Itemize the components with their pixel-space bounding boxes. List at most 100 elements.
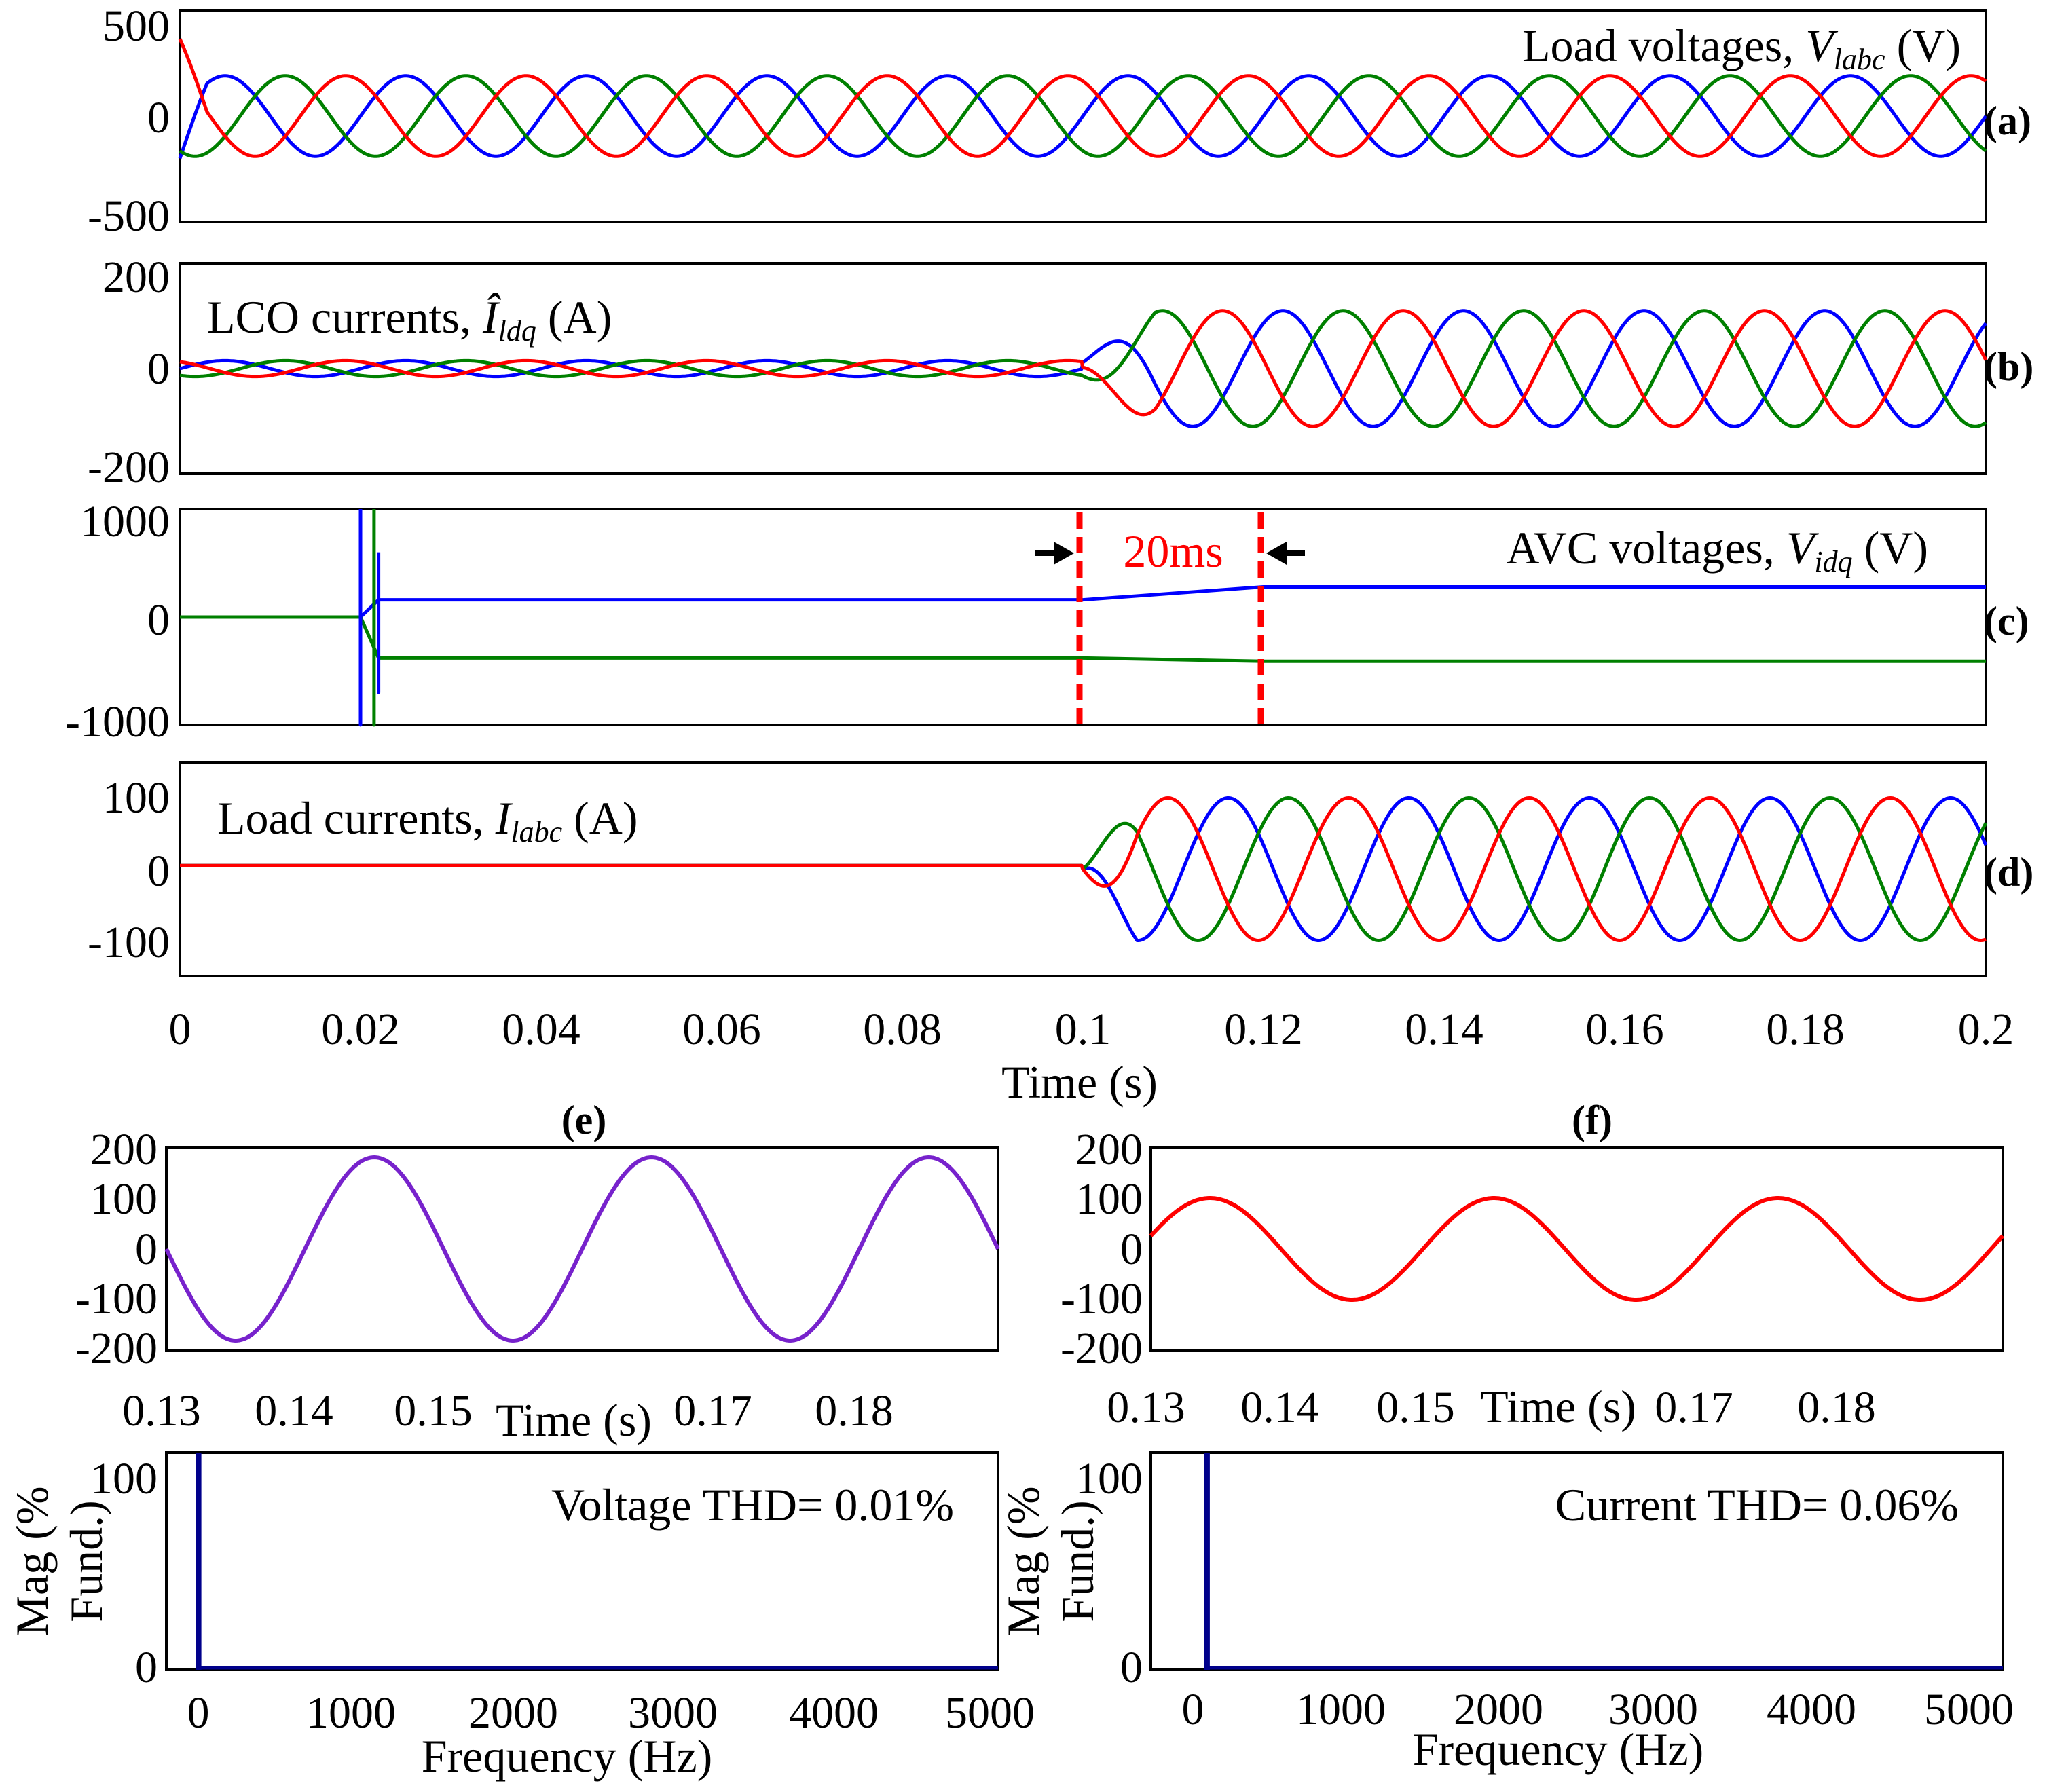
spectrum-voltage-ylabel: Mag (%: [6, 1487, 58, 1637]
panel-e-ytick: 100: [90, 1174, 158, 1224]
panel-a-tag: (a): [1984, 98, 2031, 143]
panel-spectrum-current: 100 0 Mag (% Fund.) Current THD= 0.06% 0…: [997, 1451, 2014, 1775]
spectrum-bar-fundamental: [196, 1453, 202, 1670]
panel-c-ytick: 0: [147, 595, 170, 645]
spectrum-current-xtick: 5000: [1924, 1685, 2014, 1734]
panel-f-ytick: 100: [1075, 1174, 1143, 1224]
panel-f-xtick: 0.14: [1240, 1383, 1319, 1432]
panel-e-title: (e): [561, 1098, 607, 1142]
spectrum-voltage-xtick: 2000: [468, 1688, 558, 1738]
lco-current-phase-c-line: [179, 309, 1988, 428]
spectrum-current-ylabel: Mag (%: [997, 1487, 1049, 1637]
spectrum-voltage-xtick: 0: [187, 1688, 210, 1738]
main-xtick: 0.12: [1224, 1005, 1303, 1054]
panel-d: 100 0 -100 Load currents, Ilabc (A) (d): [88, 761, 2033, 977]
spectrum-voltage-plot: [196, 1453, 998, 1670]
panel-e-ytick: 0: [135, 1225, 158, 1274]
spectrum-current-frame: [1149, 1451, 2004, 1671]
panel-b-plot: [179, 309, 1988, 428]
panel-e-xtick: 0.18: [815, 1386, 893, 1436]
avc-voltage-d-line: [180, 585, 1986, 619]
spectrum-current-plot: [1204, 1453, 2003, 1670]
spectrum-voltage-xlabel: Frequency (Hz): [422, 1730, 713, 1782]
panel-b: 200 0 -200 LCO currents, Îldq (A) (b): [88, 253, 2033, 492]
spectrum-current-xtick: 4000: [1767, 1685, 1856, 1734]
voltage-phase-c-line: [178, 38, 1987, 158]
panel-f-ytick: 0: [1120, 1225, 1143, 1274]
panel-a-ytick: 500: [103, 1, 170, 51]
panel-f-xlabel: Time (s): [1480, 1381, 1636, 1432]
avc-voltage-q-line: [180, 615, 1986, 663]
spectrum-voltage-xtick: 5000: [945, 1688, 1035, 1738]
main-xtick: 0.16: [1585, 1005, 1664, 1054]
spectrum-current-xtick: 0: [1182, 1685, 1204, 1734]
main-xtick: 0.02: [321, 1005, 400, 1054]
panel-f-xtick: 0.17: [1655, 1383, 1733, 1432]
panel-d-tag: (d): [1984, 850, 2033, 895]
lco-current-phase-b-line: [179, 309, 1987, 428]
panel-spectrum-voltage: 100 0 Mag (% Fund.) Voltage THD= 0.01% 0…: [6, 1451, 1035, 1782]
load-current-phase-c-line: [179, 796, 1987, 942]
panel-d-frame: [179, 761, 1987, 977]
panel-e-plot: [164, 1155, 1000, 1343]
panel-b-ytick: -200: [88, 443, 170, 492]
panel-f-xtick: 0.15: [1376, 1383, 1455, 1432]
panel-f-title: (f): [1572, 1098, 1612, 1142]
spectrum-voltage-frame: [165, 1451, 999, 1671]
main-xtick: 0.2: [1958, 1005, 2014, 1054]
panel-f-xtick: 0.18: [1797, 1383, 1876, 1432]
spectrum-voltage-xtick: 3000: [628, 1688, 718, 1738]
panel-e-ytick: -200: [75, 1324, 158, 1373]
spectrum-current-xtick: 1000: [1296, 1685, 1386, 1734]
panel-c-ytick: -1000: [65, 697, 170, 747]
panel-c-ytick: 1000: [80, 497, 170, 546]
panel-c: 1000 0 -1000 AVC voltages, Vidq (V) (c) …: [65, 497, 2029, 747]
panel-e-xlabel: Time (s): [496, 1394, 652, 1446]
main-xlabel: Time (s): [1001, 1056, 1158, 1108]
spectrum-voltage-ylabel: Fund.): [60, 1500, 112, 1622]
panel-e-ytick: 200: [90, 1125, 158, 1174]
main-xtick: 0.14: [1405, 1005, 1483, 1054]
panel-a: 500 0 -500 Load voltages, Vlabc (V) (a): [88, 1, 2031, 241]
voltage-waveform-line: [164, 1155, 1000, 1343]
panel-e-ytick: -100: [75, 1274, 158, 1324]
panel-a-ytick: 0: [147, 93, 170, 143]
main-xtick: 0.1: [1055, 1005, 1111, 1054]
panel-a-ytick: -500: [88, 191, 170, 241]
spectrum-current-xtick: 3000: [1608, 1685, 1698, 1734]
panel-c-tag: (c): [1984, 599, 2029, 643]
panel-f-ytick: -100: [1061, 1274, 1143, 1324]
voltage-phase-a-line: [178, 74, 1988, 160]
arrow-right-icon: [1035, 542, 1074, 565]
spectrum-current-ytick: 0: [1120, 1643, 1143, 1692]
spectrum-voltage-xtick: 1000: [306, 1688, 396, 1738]
main-xtick: 0.06: [682, 1005, 761, 1054]
panel-b-tag: (b): [1984, 344, 2033, 389]
panel-a-plot: [178, 38, 1988, 160]
main-xtick: 0.08: [863, 1005, 942, 1054]
panel-f: (f) 200 100 0 -100 -200 0.13 0.14 0.15 0…: [1061, 1098, 2005, 1432]
spectrum-current-xtick: 2000: [1454, 1685, 1543, 1734]
spectrum-voltage-thd: Voltage THD= 0.01%: [551, 1479, 954, 1531]
main-xtick: 0.04: [502, 1005, 580, 1054]
arrow-left-icon: [1266, 542, 1305, 565]
panel-d-ytick: 0: [147, 846, 170, 896]
panel-e-xtick: 0.14: [255, 1386, 333, 1436]
voltage-phase-b-line: [179, 74, 1987, 158]
main-xtick: 0.18: [1766, 1005, 1845, 1054]
panel-e: (e) 200 100 0 -100 -200 0.13 0.14 0.15 0…: [75, 1098, 1000, 1446]
marker-label: 20ms: [1123, 525, 1223, 577]
spectrum-voltage-xtick: 4000: [789, 1688, 879, 1738]
main-time-axis: 0 0.02 0.04 0.06 0.08 0.1 0.12 0.14 0.16…: [169, 1005, 2014, 1108]
panel-f-ytick: 200: [1075, 1125, 1143, 1174]
panel-f-ytick: -200: [1061, 1324, 1143, 1373]
spectrum-voltage-ytick: 100: [90, 1454, 158, 1504]
panel-e-xtick: 0.15: [394, 1386, 473, 1436]
panel-d-label: Load currents, Ilabc (A): [217, 792, 638, 848]
current-waveform-line: [1149, 1196, 2005, 1302]
panel-d-plot: [179, 796, 1988, 942]
panel-f-frame: [1149, 1146, 2004, 1352]
panel-c-label: AVC voltages, Vidq (V): [1506, 522, 1928, 578]
panel-d-ytick: 100: [103, 773, 170, 823]
spectrum-current-ytick: 100: [1075, 1454, 1143, 1504]
